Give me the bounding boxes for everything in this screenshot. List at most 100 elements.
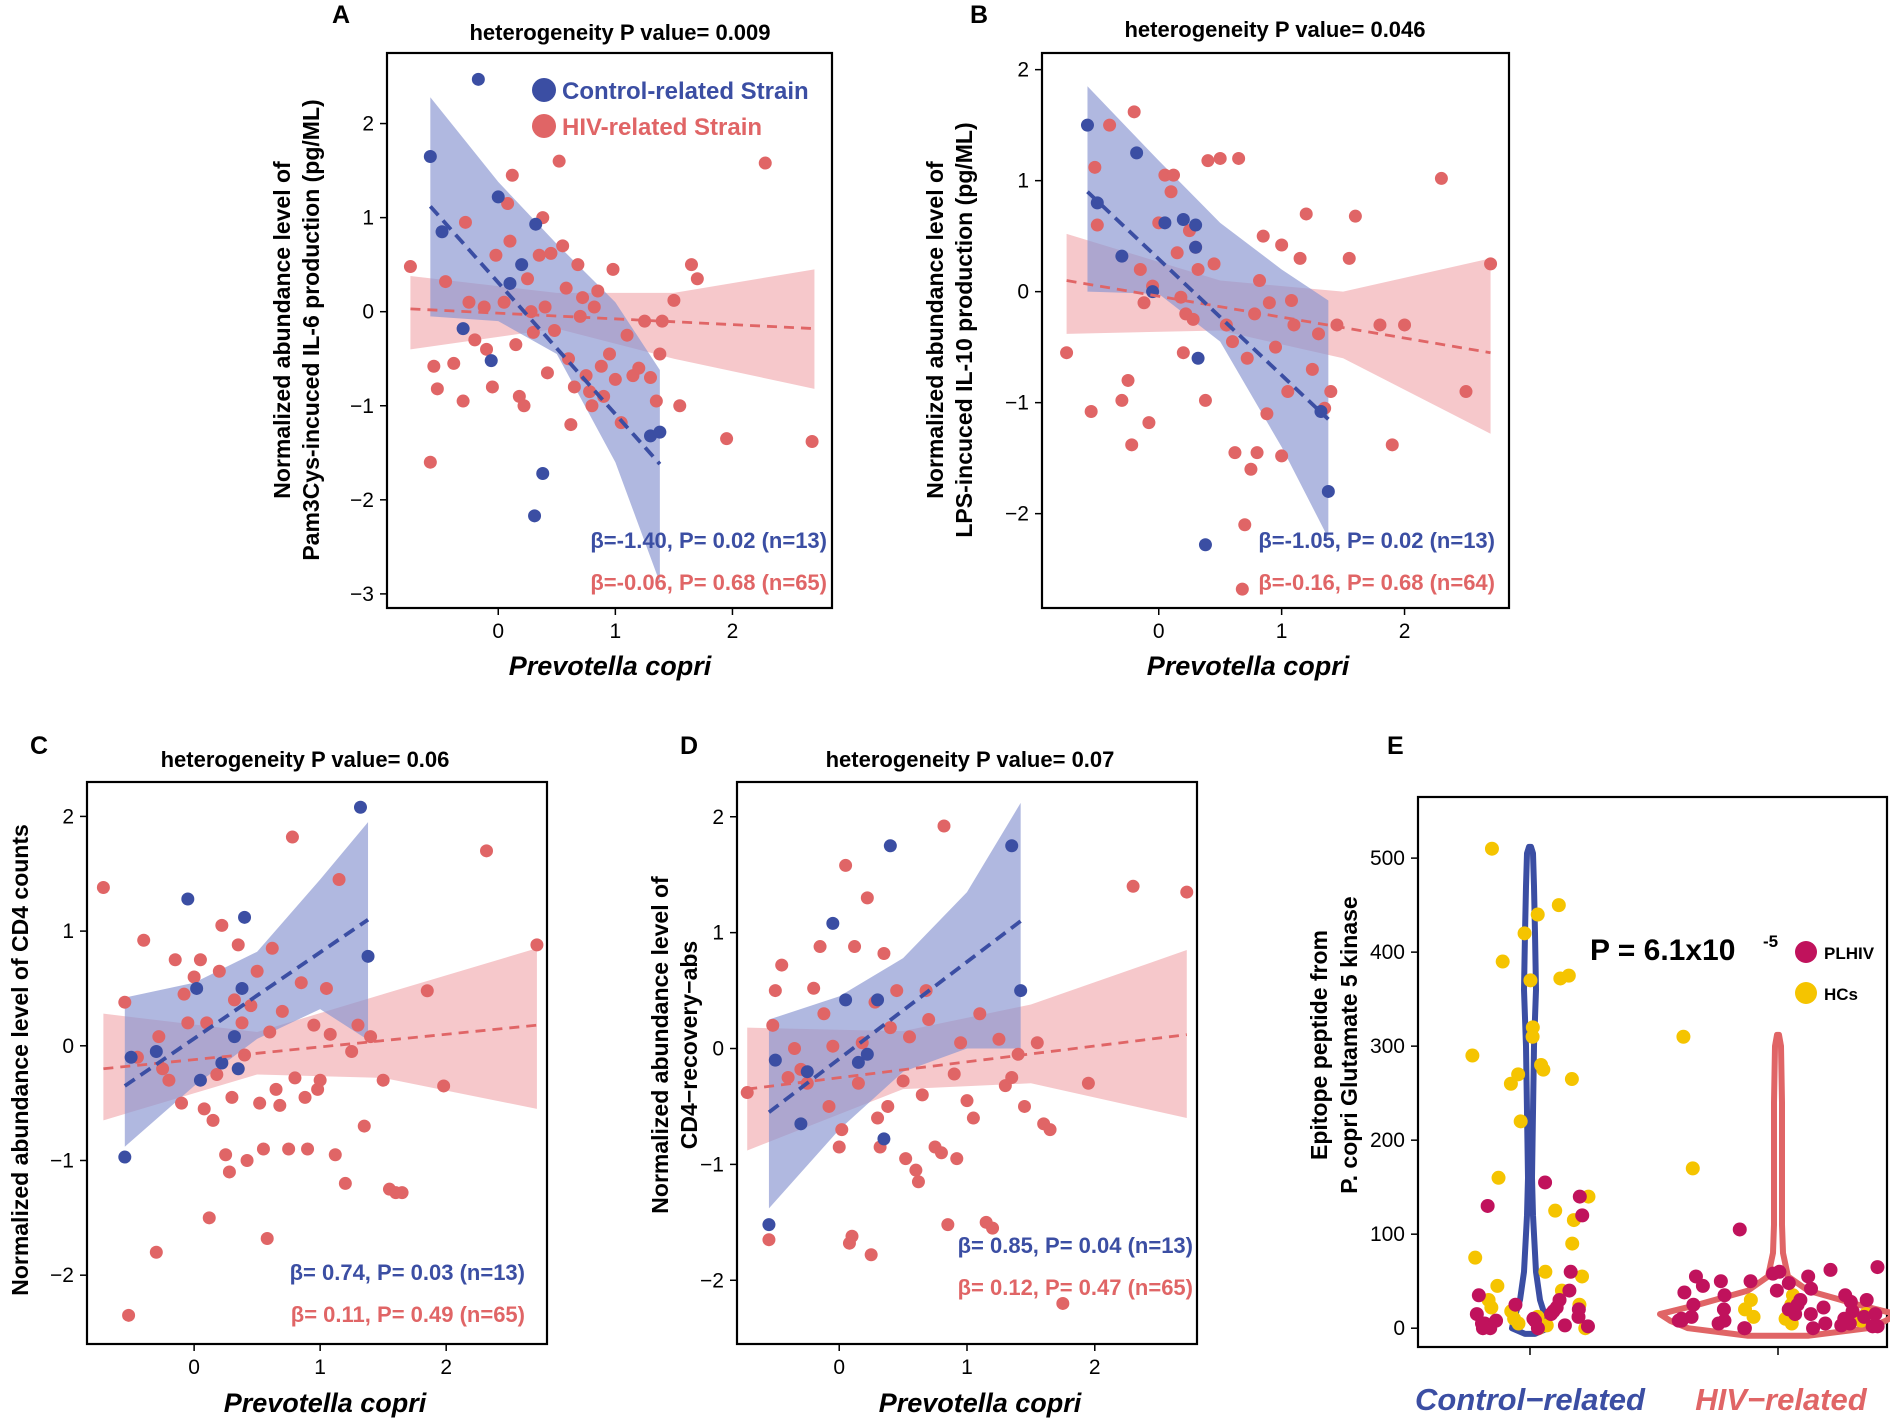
panel-e-plhiv-point [1769,1283,1784,1298]
panel-d-hiv-point [899,1152,913,1166]
panel-b-hiv-point [1198,393,1212,407]
panel-b-hiv-point [1191,262,1205,276]
panel-b-control-point [1189,218,1203,232]
panel-d-control-point [826,916,840,930]
panel-d-control-stat: β= 0.85, P= 0.04 (n=13) [958,1233,1193,1258]
panel-d-hiv-point [762,1233,776,1247]
panel-b-x-tick-label: 2 [1399,620,1411,643]
panel-b-hiv-point [1324,385,1338,399]
panel-e-plhiv-point [1857,1309,1872,1324]
panel-d-y-tick-label: −2 [700,1269,724,1292]
panel-e-hcs-point [1523,973,1538,988]
panel-c-hiv-point [168,953,182,967]
panel-b-y-axis-label: Normalized abundance level of LPS-incuced… [922,122,977,537]
panel-a-hiv-point [608,372,622,386]
panel-b-hiv-point [1201,154,1215,168]
panel-e-plhiv-point [1870,1319,1885,1334]
panel-c-hiv-point [156,1062,170,1076]
panel-b-y-tick-label: 0 [1017,281,1029,304]
panel-e-plhiv-point [1674,1313,1689,1328]
panel-a-hiv-point [583,385,597,399]
panel-e-hcs-point [1553,971,1568,986]
panel-b-control-point [1198,538,1212,552]
panel-c-hiv-point [227,993,241,1007]
panel-b-hiv-point [1287,318,1301,332]
panel-a-hiv-point [497,295,511,309]
panel-e-plhiv-point [1790,1297,1805,1312]
panel-c-control-fit-line [123,918,370,1088]
panel-e-hcs-point [1465,1048,1480,1063]
panel-d-control-point [762,1218,776,1232]
panel-a-hiv-point [576,291,590,305]
panel-a-hiv-point [649,394,663,408]
panel-a-hiv-point [532,248,546,262]
panel-e-hcs-point [1536,1062,1551,1077]
panel-c-control-point [193,1073,207,1087]
panel-e-category-control: Control−related [1415,1382,1646,1417]
panel-d-hiv-point [822,1099,836,1113]
panel-b-hiv-point [1484,257,1498,271]
panel-c-hiv-point [149,1245,163,1259]
panel-c-hiv-point [212,964,226,978]
panel-b-x-tick-label: 0 [1153,620,1165,643]
panel-b-hiv-point [1348,209,1362,223]
panel-e-plhiv-point [1580,1319,1595,1334]
panel-c-hiv-point [197,1102,211,1116]
panel-a-control-point [484,354,498,368]
panel-e-hcs-point [1513,1114,1528,1129]
panel-b-x-tick-label: 1 [1276,620,1288,643]
panel-a-control-fit-line [428,205,662,466]
panel-a-hiv-point [638,314,652,328]
panel-a-hiv-point [632,361,646,375]
panel-c-hiv-point [437,1079,451,1093]
panel-b-hiv-point [1176,346,1190,360]
panel-b-hiv-point [1262,296,1276,310]
panel-d-hiv-point [911,1175,925,1189]
panel-a-hiv-point [559,281,573,295]
panel-b-hiv-point [1385,438,1399,452]
panel-a-hiv-point [594,359,608,373]
panel-e-hcs-point [1503,1076,1518,1091]
panel-d-control-point [883,839,897,853]
panel-c-hiv-point [265,941,279,955]
panel-c-hiv-point [256,1142,270,1156]
panel-e-plhiv-point [1781,1276,1796,1291]
panel-a-hiv-point [439,275,453,289]
panel-e-legend-hcs-label: HCs [1824,985,1858,1004]
panel-d-hiv-point [775,958,789,972]
panel-d-hiv-point [992,1032,1006,1046]
panel-e-plhiv-point [1563,1264,1578,1279]
panel-a-x-tick-label: 0 [492,620,504,643]
panel-d-hiv-point [839,858,853,872]
panel-a-hiv-point [556,239,570,253]
panel-a-hiv-point [505,168,519,182]
panel-a-hiv-point [571,258,585,272]
panel-d-hiv-point [1030,1036,1044,1050]
panel-e-hcs-point [1538,1264,1553,1279]
panel-c-hiv-point [338,1176,352,1190]
panel-a-hiv-point [620,328,634,342]
panel-d-control-fit-line [767,919,1022,1114]
panel-e-plhiv-point [1842,1316,1857,1331]
panel-a-control-point [529,217,543,231]
panel-d-hiv-point [950,1152,964,1166]
panel-d-y-axis-label-line: CD4−recovery−abs [676,941,702,1149]
panel-e-hcs-point [1511,1316,1526,1331]
panel-a-control-point [491,190,505,204]
panel-a-hiv-point [655,314,669,328]
panel-c-title: heterogeneity P value= 0.06 [161,747,450,772]
panel-b-hiv-point [1253,274,1267,288]
panel-e-plhiv-point [1677,1285,1692,1300]
panel-a-hiv-point [447,356,461,370]
panel-d-hiv-point [851,1076,865,1090]
panel-a-hiv-point [485,380,499,394]
panel-d-hiv-point [896,1074,910,1088]
panel-letter-d: D [680,732,698,760]
panel-b-y-tick-label: −2 [1005,503,1029,526]
panel-d-hiv-point [915,1088,929,1102]
panel-a-x-tick-label: 2 [727,620,739,643]
panel-c-hiv-point [294,976,308,990]
panel-c-hiv-point [96,881,110,895]
panel-e-y-tick-label: 100 [1370,1223,1405,1246]
